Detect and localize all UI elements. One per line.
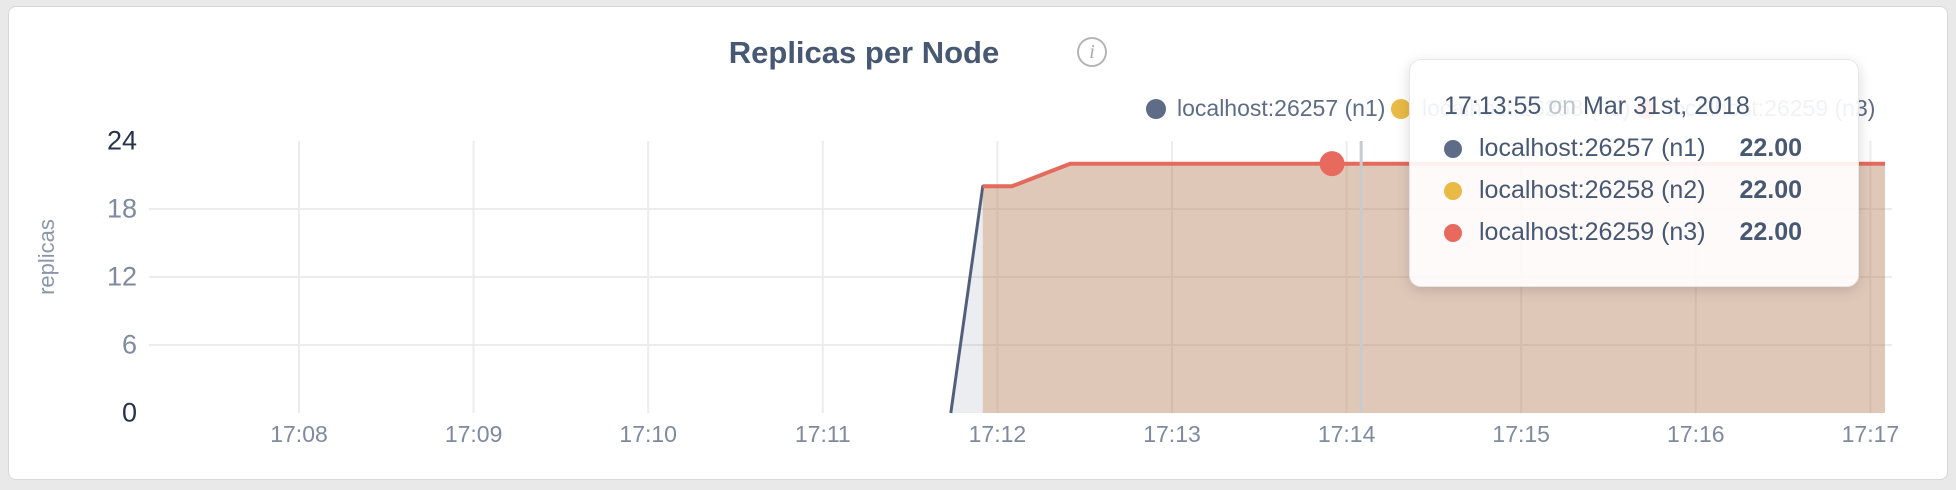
x-tick-17-15: 17:15 [1492, 421, 1550, 447]
tooltip-row-n2: localhost:26258 (n2) 22.00 [1444, 176, 1824, 205]
y-tick-6: 6 [121, 329, 137, 360]
x-tick-17-13: 17:13 [1143, 421, 1201, 447]
tooltip-rows: localhost:26257 (n1) 22.00 localhost:26258… [1444, 134, 1824, 247]
info-icon-glyph: i [1089, 40, 1095, 63]
x-tick-17-12: 17:12 [968, 421, 1027, 447]
legend-item-n1[interactable]: localhost:26257 (n1) [1146, 95, 1385, 122]
chart-title: Replicas per Node [728, 35, 1000, 70]
tooltip-series-dot-icon [1444, 181, 1462, 200]
x-tick-17-09: 17:09 [444, 421, 503, 447]
legend-item-label: localhost:26257 (n1) [1177, 95, 1386, 121]
tooltip-time: 17:13:55 [1444, 92, 1542, 120]
y-tick-12: 12 [106, 261, 137, 292]
tooltip-series-value: 22.00 [1739, 218, 1802, 246]
x-tick-17-17: 17:17 [1841, 421, 1900, 447]
x-tick-17-16: 17:16 [1667, 421, 1725, 447]
tooltip-series-value: 22.00 [1739, 134, 1802, 162]
x-tick-17-11: 17:11 [794, 421, 851, 447]
tooltip-date: Mar 31st, 2018 [1583, 92, 1750, 120]
tooltip-series-name: localhost:26257 (n1) [1479, 134, 1706, 162]
tooltip-series-value: 22.00 [1739, 176, 1802, 204]
tooltip-row-n1: localhost:26257 (n1) 22.00 [1444, 134, 1824, 163]
tooltip-series-dot-icon [1444, 139, 1462, 158]
hover-point-marker [1319, 151, 1345, 177]
replicas-per-node-chart[interactable] [9, 7, 1956, 490]
x-tick-17-14: 17:14 [1317, 421, 1376, 447]
info-icon[interactable]: i [1077, 37, 1107, 67]
tooltip-connector: on [1548, 92, 1577, 120]
y-tick-0: 0 [121, 397, 137, 428]
chart-card: Replicas per Node i replicas 0 6 12 18 24 17… [8, 6, 1948, 480]
tooltip-series-dot-icon [1444, 223, 1462, 242]
tooltip-series-name: localhost:26258 (n2) [1479, 176, 1706, 204]
x-tick-17-08: 17:08 [270, 421, 328, 447]
hover-tooltip: 17:13:55 on Mar 31st, 2018 localhost:262… [1409, 59, 1859, 287]
x-tick-17-10: 17:10 [619, 421, 677, 447]
y-tick-24: 24 [106, 125, 137, 156]
tooltip-row-n3: localhost:26259 (n3) 22.00 [1444, 218, 1824, 247]
y-tick-18: 18 [106, 193, 137, 224]
legend-dot-icon [1391, 98, 1411, 119]
tooltip-series-name: localhost:26259 (n3) [1479, 218, 1706, 246]
legend-dot-icon [1146, 98, 1166, 119]
tooltip-timestamp: 17:13:55 on Mar 31st, 2018 [1444, 92, 1824, 121]
